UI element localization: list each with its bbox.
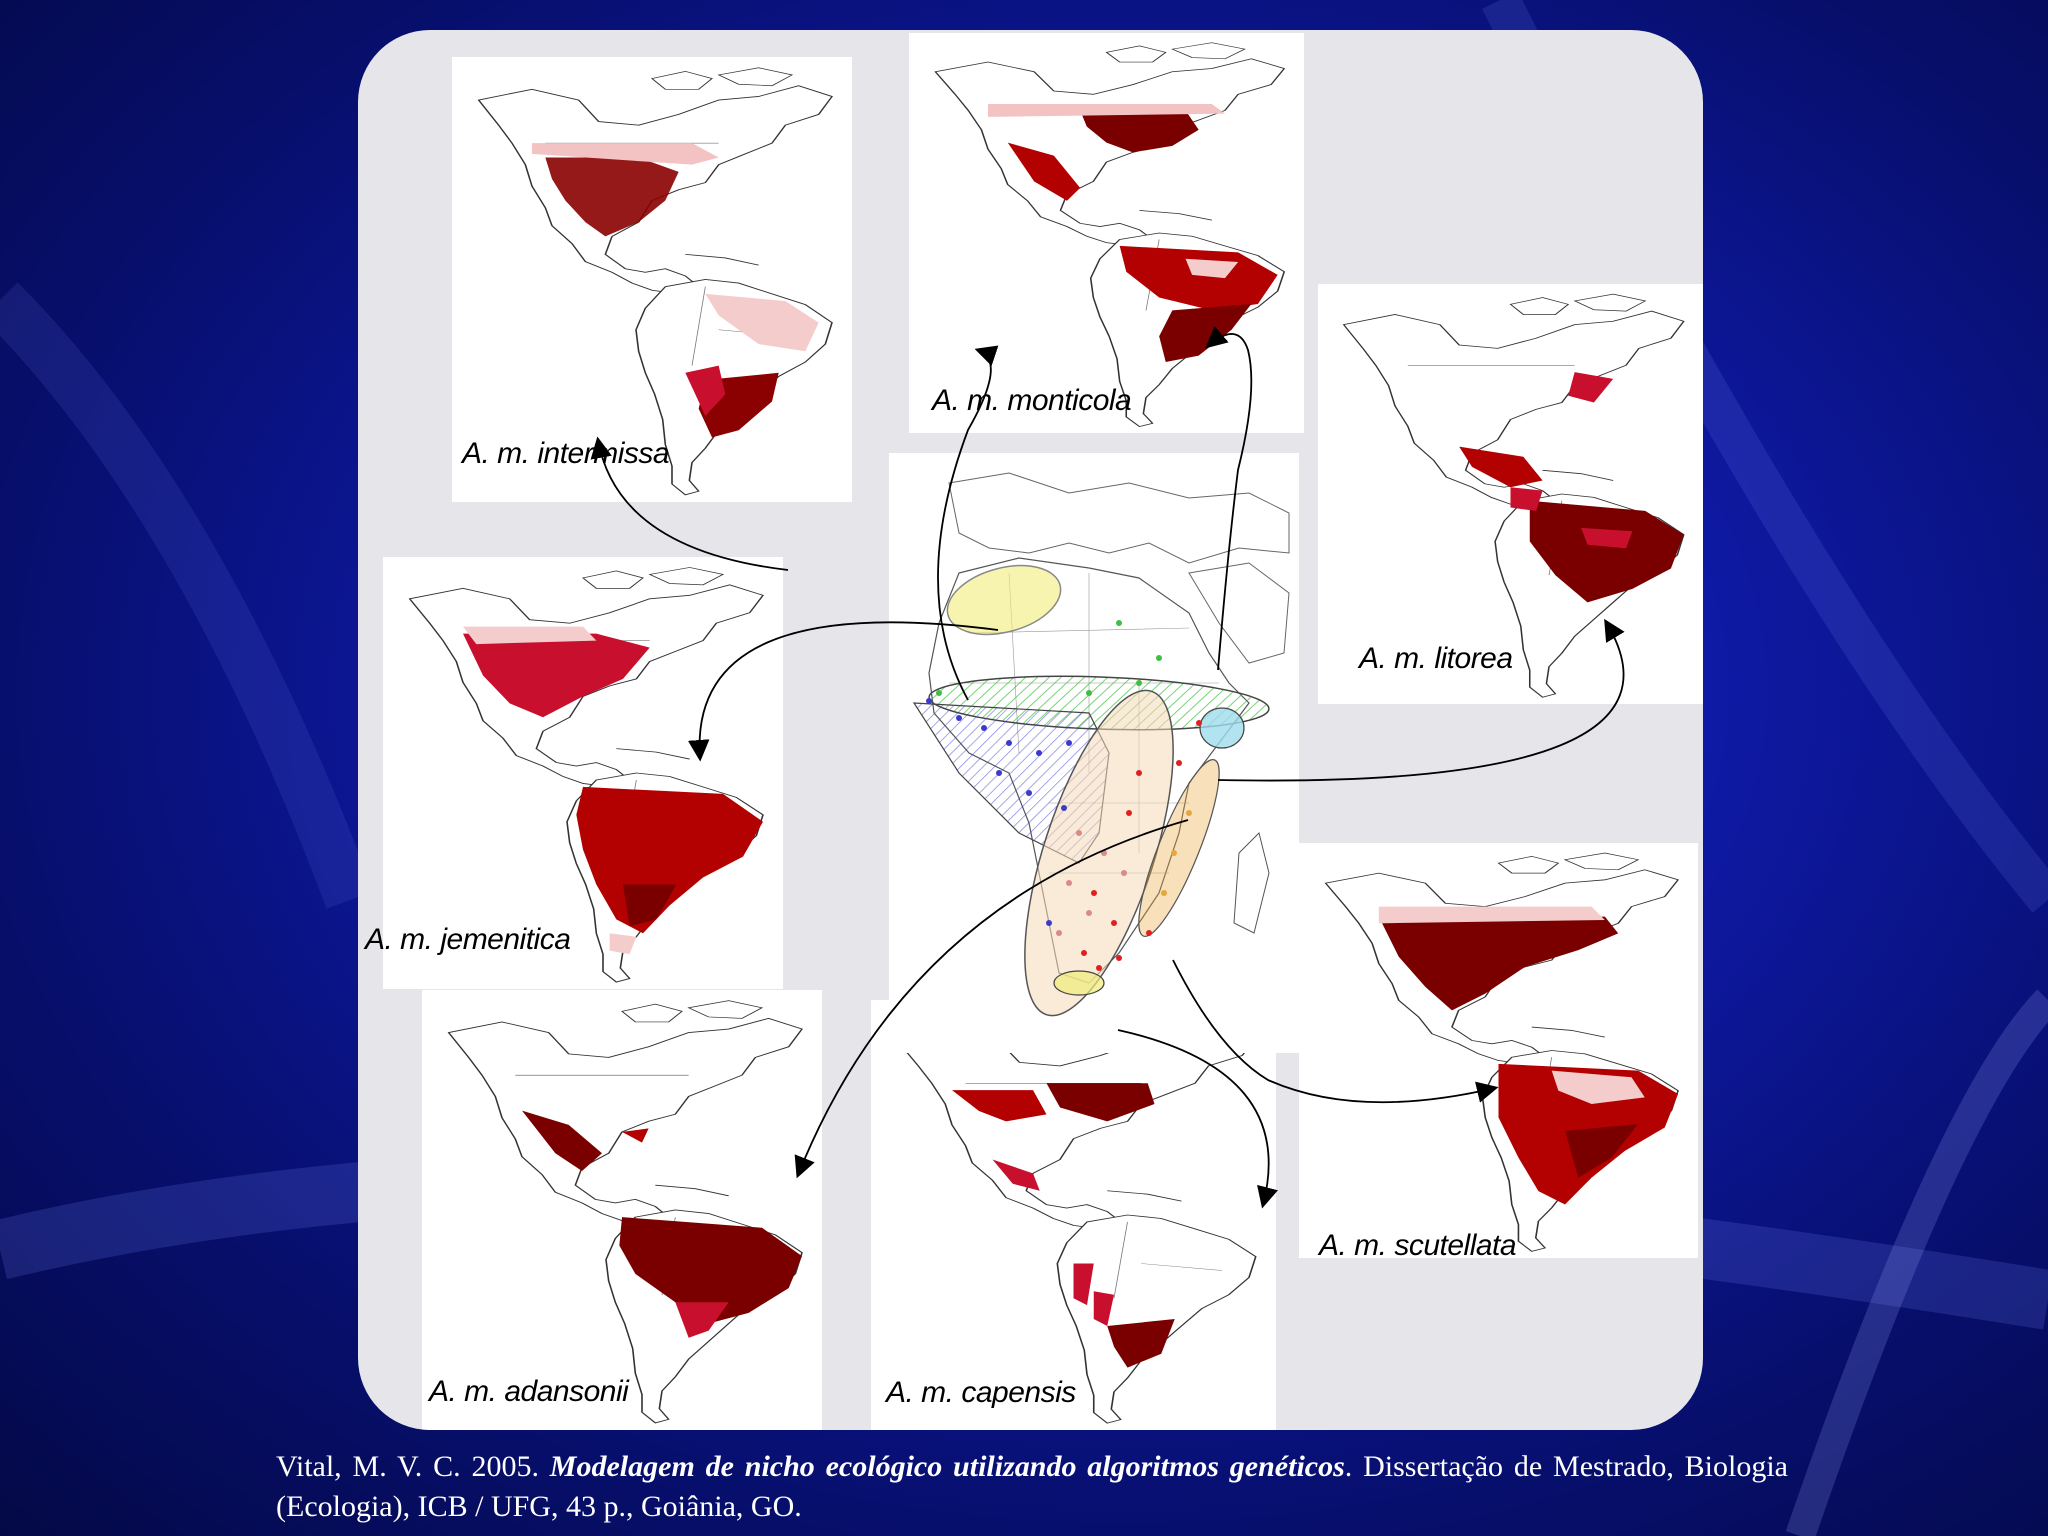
- map-scutellata: [1299, 843, 1698, 1258]
- citation-suffix: . Dissertação de Mestrado, Biologia (Eco…: [276, 1450, 1789, 1523]
- subspecies-range-ellipses: [912, 564, 1270, 1017]
- map-capensis: [871, 1000, 1276, 1430]
- label-jemenitica: A. m. jemenitica: [365, 923, 571, 956]
- map-adansonii: [422, 990, 822, 1430]
- label-litorea: A. m. litorea: [1359, 642, 1513, 675]
- americas-range-map-icon: [1324, 852, 1679, 1253]
- map-intermissa: [452, 57, 852, 502]
- label-adansonii: A. m. adansonii: [429, 1375, 629, 1408]
- americas-range-map-icon: [897, 1009, 1257, 1424]
- map-litorea: [1318, 284, 1703, 704]
- americas-range-map-icon: [477, 66, 833, 496]
- americas-range-map-icon: [934, 41, 1286, 428]
- label-intermissa: A. m. intermissa: [462, 437, 670, 470]
- citation-title: Modelagem de nicho ecológico utilizando …: [549, 1450, 1345, 1483]
- citation-prefix: Vital, M. V. C. 2005.: [276, 1450, 550, 1483]
- map-africa-center: [889, 453, 1299, 1053]
- americas-range-map-icon: [408, 566, 764, 983]
- map-monticola: [909, 33, 1304, 433]
- figure-panel: A. m. intermissa A. m. monticola A. m. l…: [358, 30, 1703, 1430]
- americas-range-map-icon: [447, 999, 803, 1424]
- label-scutellata: A. m. scutellata: [1319, 1229, 1517, 1262]
- label-capensis: A. m. capensis: [886, 1376, 1076, 1409]
- citation: Vital, M. V. C. 2005. Modelagem de nicho…: [276, 1447, 1788, 1527]
- americas-range-map-icon: [1342, 293, 1685, 698]
- label-monticola: A. m. monticola: [932, 384, 1132, 417]
